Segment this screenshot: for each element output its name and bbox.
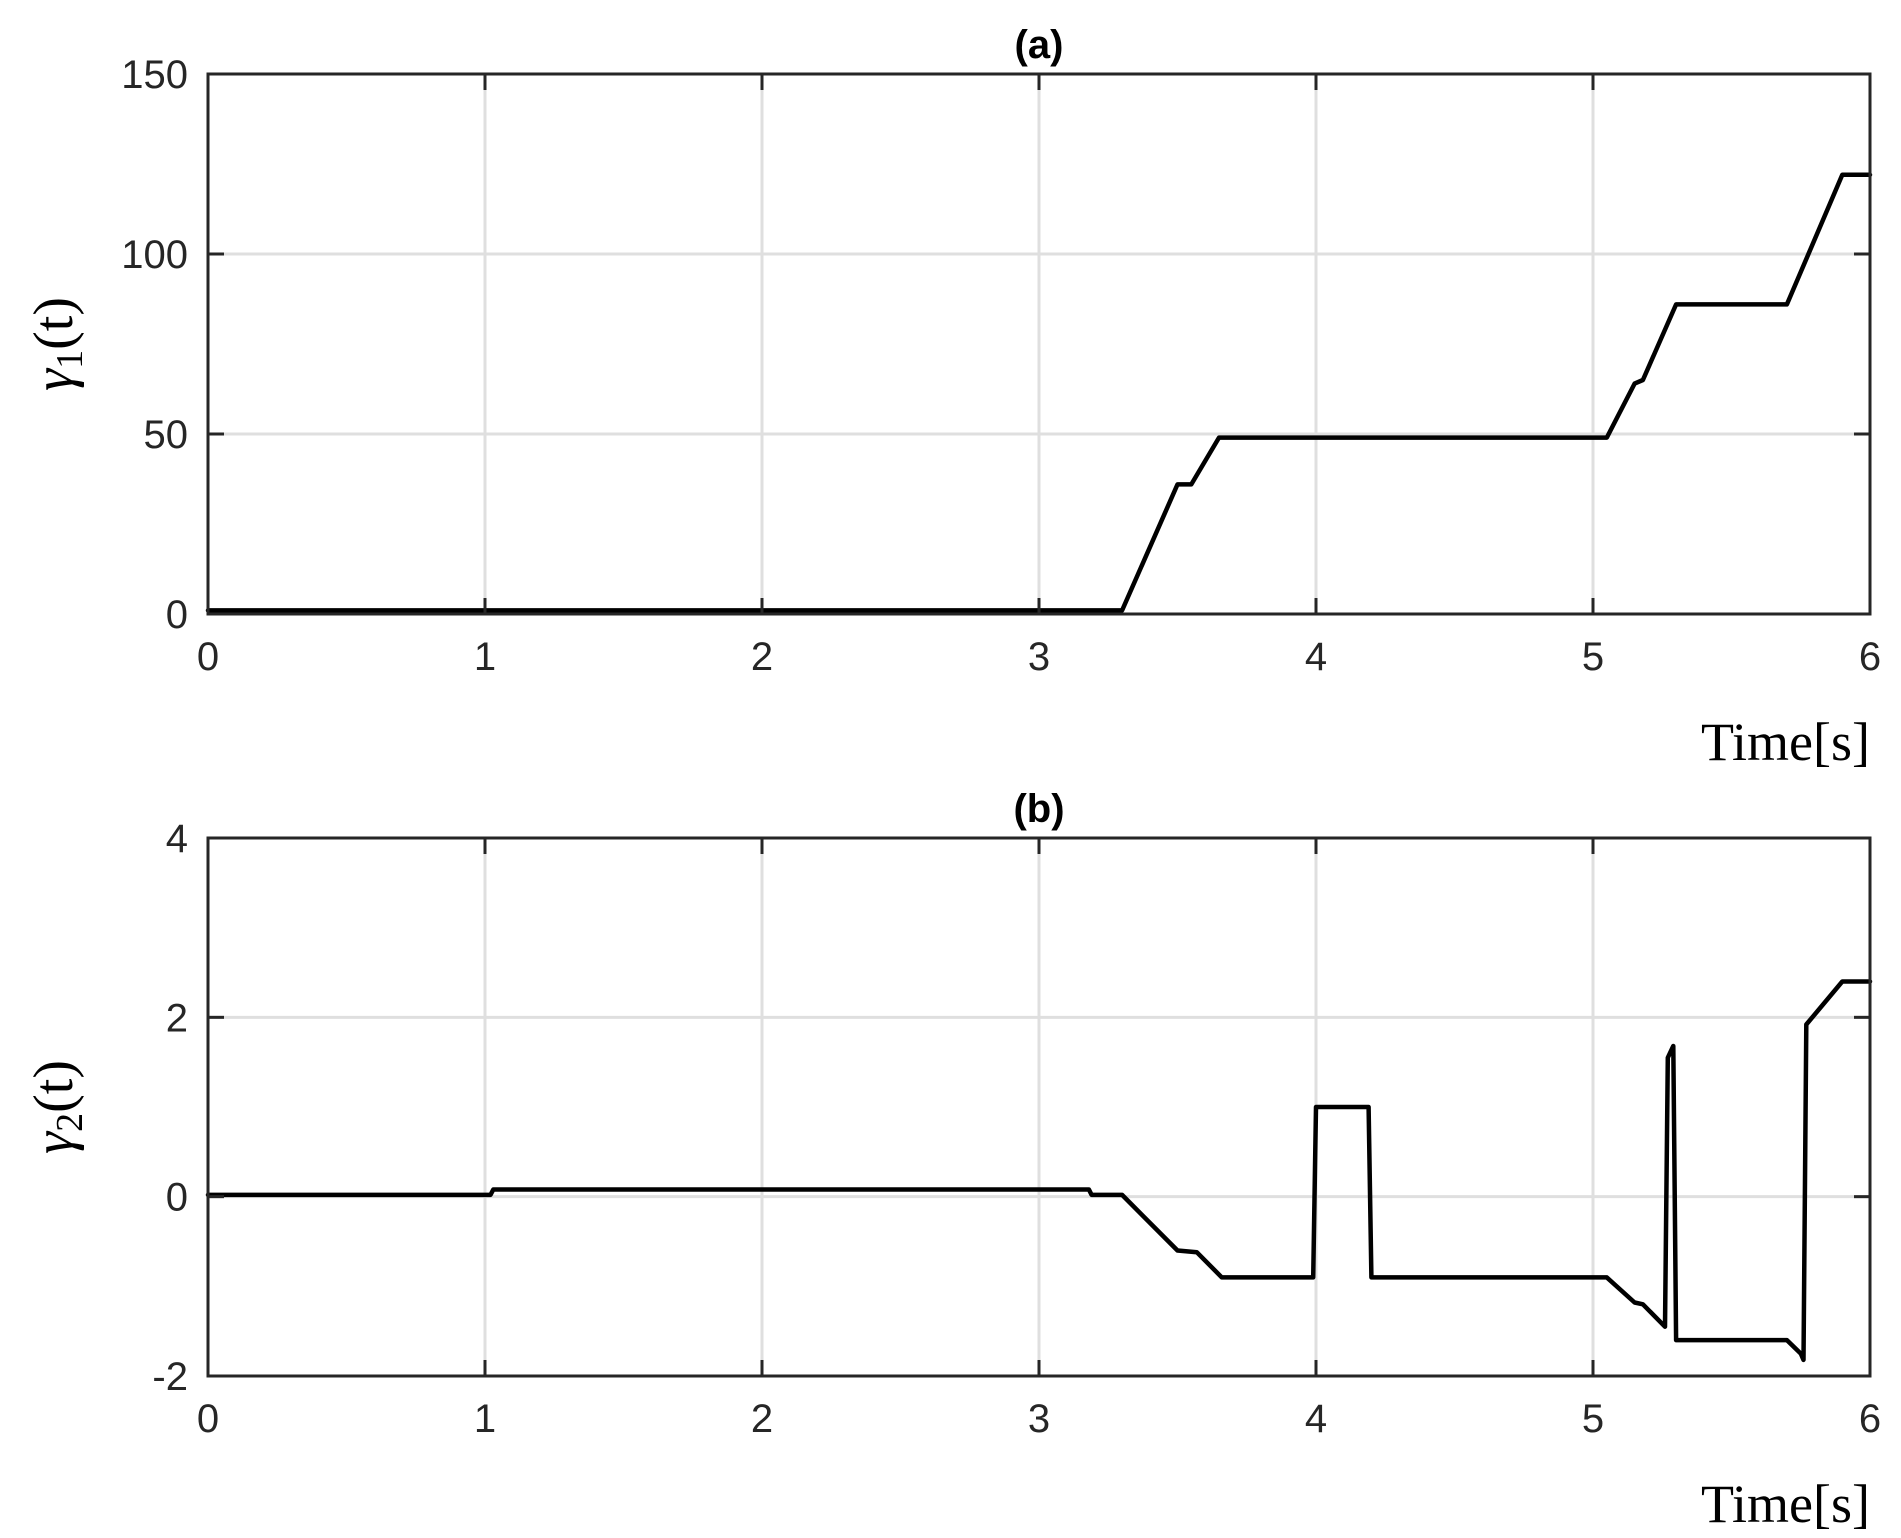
panel-b-ylabel-symbol: γ xyxy=(23,1130,85,1154)
panel-a-title: (a) xyxy=(1015,23,1064,67)
panel-b-ytick-label: 4 xyxy=(166,817,188,861)
panel-a-xtick-label: 0 xyxy=(197,635,219,679)
panel-b-xtick-label: 0 xyxy=(197,1397,219,1441)
panel-a-series-line xyxy=(205,172,1873,613)
panel-b-title: (b) xyxy=(1013,787,1064,831)
panel-b-ylabel-subscript: 2 xyxy=(49,1113,91,1132)
panel-a-series xyxy=(205,172,1873,613)
panel-a-xtick-label: 6 xyxy=(1859,635,1881,679)
panel-b-ytick-label: 2 xyxy=(166,996,188,1040)
panel-b-xtick-label: 4 xyxy=(1305,1397,1327,1441)
panel-a-ytick-label: 100 xyxy=(121,233,188,277)
panel-a-xtick-label: 3 xyxy=(1028,635,1050,679)
panel-a-ylabel-symbol: γ xyxy=(23,367,85,391)
panel-b-xlabel: Time[s] xyxy=(1701,1474,1870,1534)
panel-b-ytick-label: -2 xyxy=(152,1355,188,1399)
panel-b-ytick-label: 0 xyxy=(166,1176,188,1220)
panel-a-xlabel: Time[s] xyxy=(1701,712,1870,772)
panel-b-xtick-label: 6 xyxy=(1859,1397,1881,1441)
panel-b-ylabel: γ2(t) xyxy=(23,1060,91,1154)
panel-a-xtick-label: 5 xyxy=(1582,635,1604,679)
panel-a-xtick-label: 4 xyxy=(1305,635,1327,679)
panel-a-ytick-label: 50 xyxy=(144,413,189,457)
panel-b-ylabel-argument: (t) xyxy=(23,1060,85,1113)
panel-a-ylabel-argument: (t) xyxy=(23,297,85,350)
panel-a-ylabel: γ1(t) xyxy=(23,297,91,391)
panel-b-xtick-label: 3 xyxy=(1028,1397,1050,1441)
panel-b-series xyxy=(205,979,1873,1363)
panel-a-ytick-label: 0 xyxy=(166,593,188,637)
panel-b-xtick-label: 1 xyxy=(474,1397,496,1441)
panel-a-ylabel-subscript: 1 xyxy=(49,350,91,369)
panel-a-xtick-label: 2 xyxy=(751,635,773,679)
panel-a-ticks: 0 1 2 3 4 5 6 0 50 100 150 xyxy=(121,53,1881,679)
panel-a-xtick-label: 1 xyxy=(474,635,496,679)
panel-b-series-line xyxy=(205,979,1873,1363)
panel-b-xtick-label: 5 xyxy=(1582,1397,1604,1441)
panel-a-ytick-label: 150 xyxy=(121,53,188,97)
panel-b-xtick-label: 2 xyxy=(751,1397,773,1441)
